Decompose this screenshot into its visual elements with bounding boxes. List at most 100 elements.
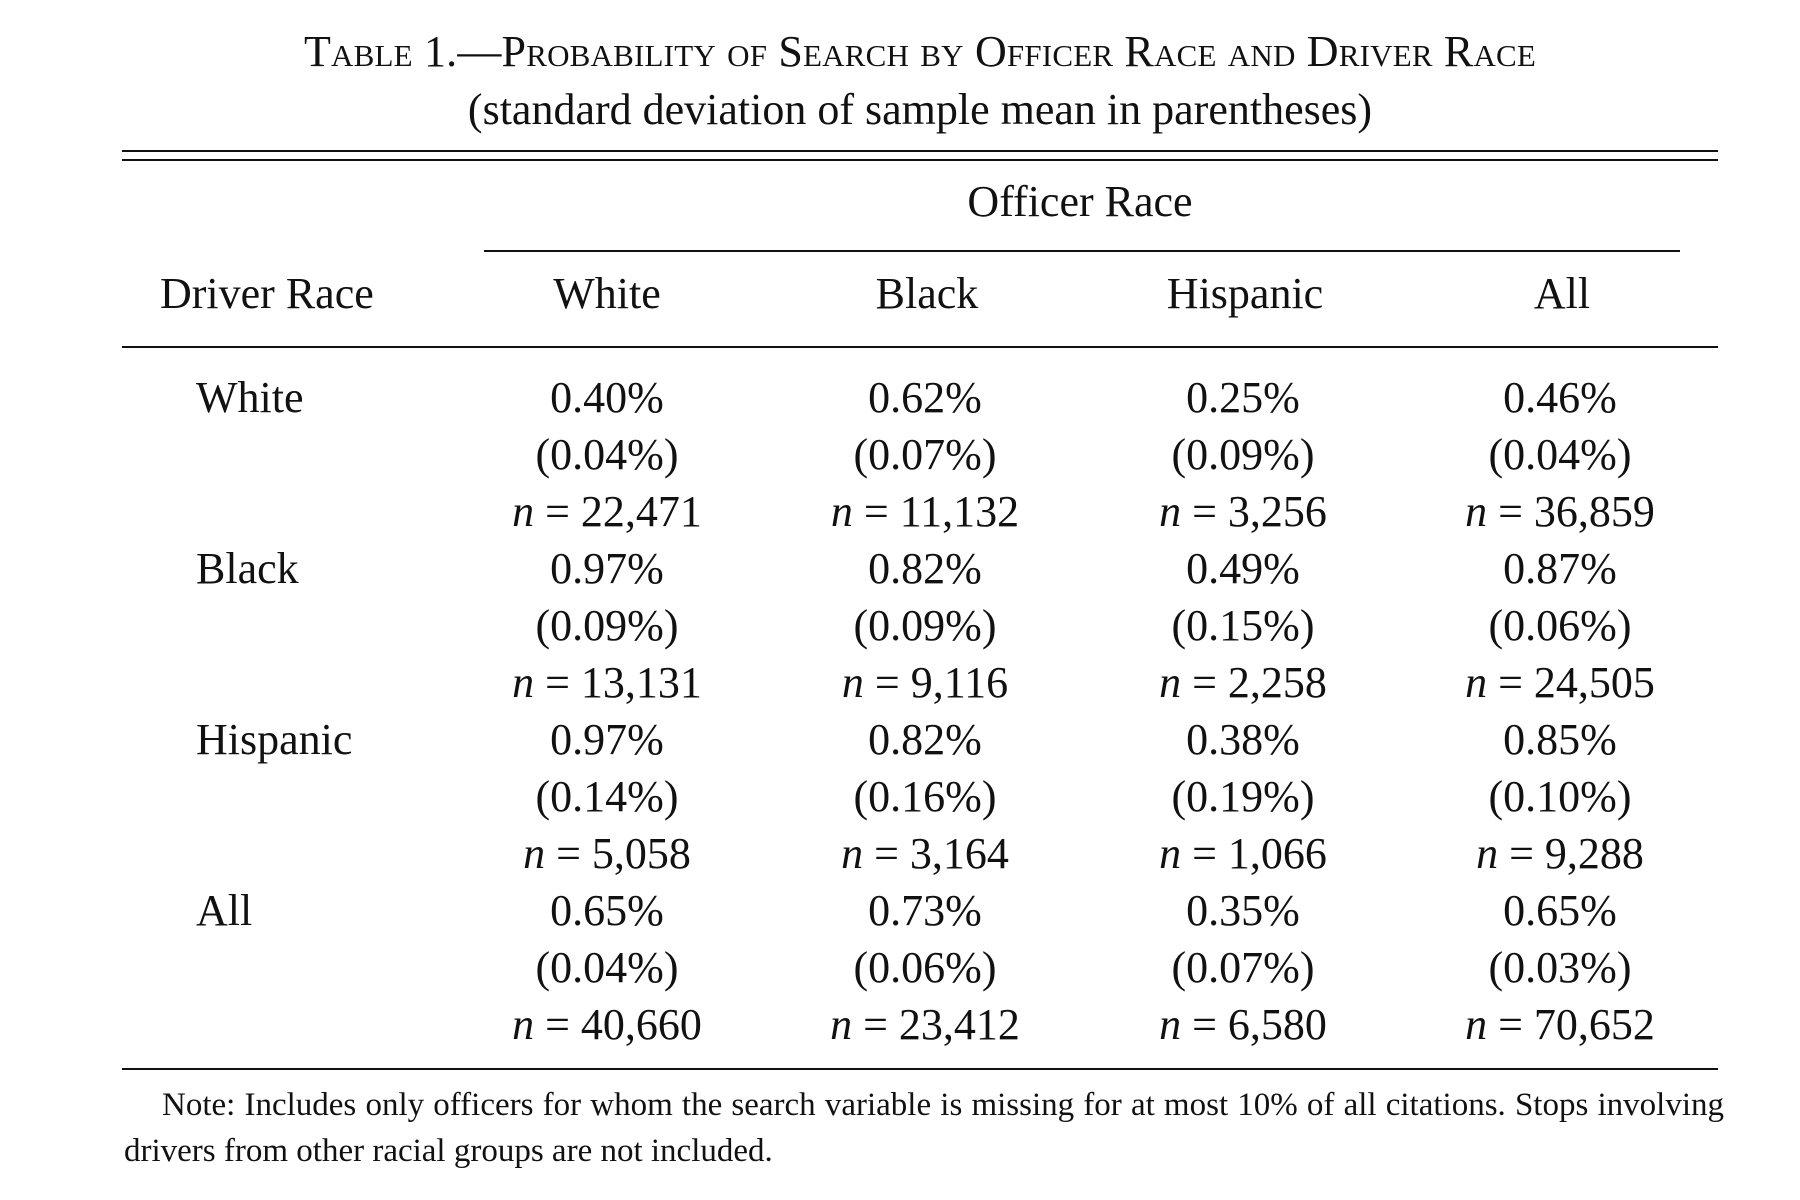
n-prefix: n bbox=[512, 1000, 535, 1049]
n-value: 9,288 bbox=[1544, 829, 1644, 878]
col-header-white: White bbox=[553, 269, 661, 318]
row-label-white: White bbox=[196, 373, 304, 422]
col-header-hispanic: Hispanic bbox=[1166, 269, 1324, 318]
top-rule-2 bbox=[122, 159, 1718, 161]
cell-sd: (0.03%) bbox=[1488, 943, 1632, 992]
cell-n: n = 40,660 bbox=[452, 1003, 762, 1047]
n-value: 36,859 bbox=[1533, 487, 1655, 536]
equals-sign: = bbox=[1181, 829, 1228, 878]
n-value: 24,505 bbox=[1533, 658, 1655, 707]
equals-sign: = bbox=[534, 1000, 581, 1049]
cell-n: n = 1,066 bbox=[1088, 832, 1398, 876]
cell-sd: (0.14%) bbox=[535, 772, 679, 821]
n-value: 40,660 bbox=[580, 1000, 702, 1049]
cell-n: n = 11,132 bbox=[770, 490, 1080, 534]
n-value: 70,652 bbox=[1533, 1000, 1655, 1049]
cell-sd: (0.09%) bbox=[1171, 430, 1315, 479]
n-prefix: n bbox=[1159, 829, 1182, 878]
cell-mean: 0.62% bbox=[868, 373, 982, 422]
equals-sign: = bbox=[1181, 1000, 1228, 1049]
n-value: 3,164 bbox=[909, 829, 1009, 878]
equals-sign: = bbox=[863, 658, 911, 707]
cell-mean: 0.73% bbox=[868, 886, 982, 935]
n-prefix: n bbox=[830, 1000, 853, 1049]
n-value: 11,132 bbox=[899, 487, 1020, 536]
cell-sd: (0.19%) bbox=[1171, 772, 1315, 821]
cell-mean: 0.40% bbox=[550, 373, 664, 422]
col-header-all: All bbox=[1533, 269, 1591, 318]
cell-mean: 0.87% bbox=[1503, 544, 1617, 593]
n-prefix: n bbox=[512, 487, 535, 536]
n-prefix: n bbox=[1465, 658, 1488, 707]
equals-sign: = bbox=[1181, 487, 1228, 536]
cell-sd: (0.06%) bbox=[1488, 601, 1632, 650]
n-value: 2,258 bbox=[1227, 658, 1327, 707]
n-value: 3,256 bbox=[1227, 487, 1327, 536]
cell-mean: 0.38% bbox=[1186, 715, 1300, 764]
cell-sd: (0.07%) bbox=[853, 430, 997, 479]
cell-n: n = 36,859 bbox=[1405, 490, 1715, 534]
bottom-rule bbox=[122, 1068, 1718, 1070]
n-prefix: n bbox=[841, 829, 864, 878]
n-value: 22,471 bbox=[580, 487, 702, 536]
driver-race-header: Driver Race bbox=[160, 269, 374, 318]
cell-sd: (0.04%) bbox=[535, 430, 679, 479]
officer-race-spanner: Officer Race bbox=[967, 177, 1193, 226]
equals-sign: = bbox=[852, 1000, 899, 1049]
cell-sd: (0.09%) bbox=[535, 601, 679, 650]
cell-mean: 0.35% bbox=[1186, 886, 1300, 935]
cell-n: n = 24,505 bbox=[1405, 661, 1715, 705]
cell-mean: 0.97% bbox=[550, 544, 664, 593]
cell-sd: (0.15%) bbox=[1171, 601, 1315, 650]
cell-sd: (0.06%) bbox=[853, 943, 997, 992]
cell-mean: 0.97% bbox=[550, 715, 664, 764]
cell-n: n = 5,058 bbox=[452, 832, 762, 876]
cell-n: n = 3,256 bbox=[1088, 490, 1398, 534]
cell-mean: 0.82% bbox=[868, 544, 982, 593]
n-prefix: n bbox=[523, 829, 546, 878]
cell-mean: 0.25% bbox=[1186, 373, 1300, 422]
cell-sd: (0.07%) bbox=[1171, 943, 1315, 992]
table-subcaption: (standard deviation of sample mean in pa… bbox=[467, 85, 1373, 134]
n-prefix: n bbox=[512, 658, 535, 707]
equals-sign: = bbox=[545, 829, 592, 878]
row-label-hispanic: Hispanic bbox=[196, 715, 353, 764]
n-prefix: n bbox=[1159, 658, 1182, 707]
table-note: Note: Includes only officers for whom th… bbox=[124, 1087, 1724, 1169]
n-prefix: n bbox=[1465, 1000, 1488, 1049]
top-rule-1 bbox=[122, 150, 1718, 152]
equals-sign: = bbox=[534, 658, 581, 707]
n-prefix: n bbox=[1159, 1000, 1182, 1049]
cell-sd: (0.09%) bbox=[853, 601, 997, 650]
cell-n: n = 13,131 bbox=[452, 661, 762, 705]
cell-n: n = 9,116 bbox=[770, 661, 1080, 705]
cell-sd: (0.16%) bbox=[853, 772, 997, 821]
spanner-rule bbox=[484, 250, 1680, 252]
cell-n: n = 23,412 bbox=[770, 1003, 1080, 1047]
n-prefix: n bbox=[1465, 487, 1488, 536]
equals-sign: = bbox=[1487, 487, 1534, 536]
equals-sign: = bbox=[1181, 658, 1228, 707]
cell-n: n = 6,580 bbox=[1088, 1003, 1398, 1047]
cell-mean: 0.49% bbox=[1186, 544, 1300, 593]
row-label-black: Black bbox=[196, 544, 299, 593]
n-prefix: n bbox=[1476, 829, 1499, 878]
equals-sign: = bbox=[1487, 1000, 1534, 1049]
cell-sd: (0.04%) bbox=[535, 943, 679, 992]
cell-n: n = 22,471 bbox=[452, 490, 762, 534]
equals-sign: = bbox=[852, 487, 900, 536]
row-label-all: All bbox=[196, 886, 253, 935]
n-prefix: n bbox=[841, 658, 864, 707]
cell-mean: 0.46% bbox=[1503, 373, 1617, 422]
equals-sign: = bbox=[863, 829, 910, 878]
n-prefix: n bbox=[830, 487, 853, 536]
equals-sign: = bbox=[1487, 658, 1534, 707]
cell-n: n = 2,258 bbox=[1088, 661, 1398, 705]
cell-mean: 0.82% bbox=[868, 715, 982, 764]
cell-n: n = 3,164 bbox=[770, 832, 1080, 876]
n-value: 23,412 bbox=[898, 1000, 1020, 1049]
cell-mean: 0.65% bbox=[1503, 886, 1617, 935]
cell-mean: 0.65% bbox=[550, 886, 664, 935]
equals-sign: = bbox=[1498, 829, 1545, 878]
header-rule bbox=[122, 346, 1718, 348]
